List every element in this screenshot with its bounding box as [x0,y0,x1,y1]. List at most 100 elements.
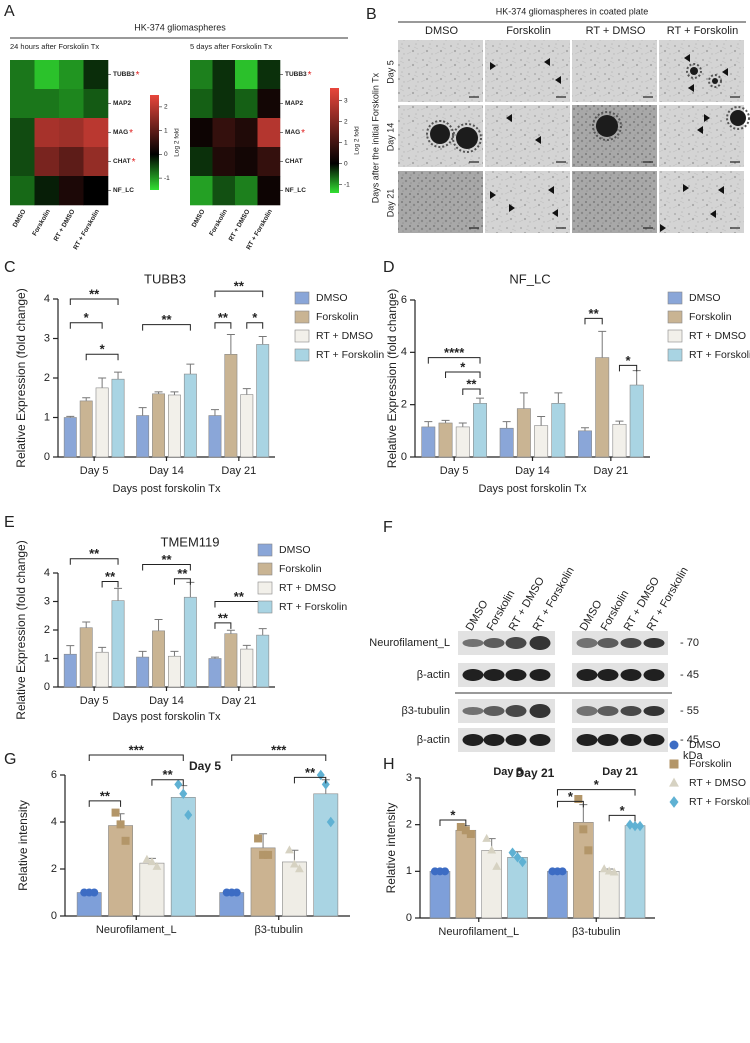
panel-label: C [4,259,16,276]
legend-swatch [257,562,273,576]
legend-swatch [667,348,683,362]
column-label: Forskolin [506,25,551,37]
legend-swatch [294,348,310,362]
significance-label: ** [218,610,229,625]
band [576,706,598,716]
y-tick-label: 3 [406,772,412,784]
significance-label: ** [105,569,116,584]
band [462,669,484,681]
heat-cell [235,89,258,119]
heat-cell [235,147,258,177]
bar [612,423,627,458]
arrowhead [718,186,724,194]
colorbar [330,88,339,193]
bar [240,394,254,458]
band [529,669,551,681]
band [643,734,665,746]
significance-label: ** [234,589,245,604]
colorbar-tick-label: 2 [344,118,348,125]
colorbar-tick-label: -1 [344,181,350,188]
significance-bracket [608,814,636,822]
arrowhead [697,126,703,134]
point [121,836,130,845]
heat-cell [34,176,60,206]
band [643,638,665,648]
bar [95,387,109,458]
heat-cell [190,118,213,148]
heat-cell [59,176,84,206]
heat-cell [190,60,213,90]
error-bar [98,377,107,388]
colorbar-tick-label: 0 [344,160,348,167]
colorbar-tick-label: 1 [344,139,348,146]
x-tick-label: Day 14 [149,465,184,477]
heat-cell [10,89,35,119]
error-bar [170,391,179,395]
bar [282,861,307,917]
band [576,638,598,648]
band [576,734,598,746]
row-label: NF_LC [113,187,134,194]
significance-label: ** [161,552,172,567]
micrograph [485,105,570,167]
legend-label: RT + DMSO [689,330,746,342]
heat-cell [59,118,84,148]
point [179,788,188,799]
significance-bracket [214,322,232,329]
heatmap-title: 24 hours after Forskolin Tx [10,42,99,51]
x-tick-label: Neurofilament_L [438,926,519,938]
point [636,820,645,832]
y-tick-label: 2 [44,372,50,384]
point [631,820,640,832]
band [505,734,527,746]
significance-bracket [246,322,264,329]
bar [624,825,646,919]
point [232,888,241,897]
sphere [596,115,618,137]
y-tick-label: 1 [406,865,412,877]
colorbar-label: Log 2 fold [354,126,361,155]
chart-title: Day 5 [189,759,221,773]
micrograph [485,171,570,233]
significance-label: * [568,789,574,804]
y-axis-label: Relative Expression (fold change) [14,288,28,467]
y-tick-label: 3 [44,595,50,607]
bar [152,630,165,688]
row-label: Day 21 [385,189,395,218]
bar [183,373,197,458]
point [184,809,193,821]
error-bar [519,392,528,409]
sphere [690,67,698,75]
micrograph [485,40,570,102]
micrograph [659,171,744,233]
band [505,637,527,649]
significance-bracket [88,800,122,807]
heat-cell [190,147,213,177]
group-label: Day 5 [493,766,522,778]
point [147,857,157,866]
significance-bracket [69,298,119,305]
bar [507,857,528,919]
heat-cell [34,118,60,148]
bar [499,427,514,458]
x-axis-label: Days post forskolin Tx [112,711,221,723]
significance-label: ** [305,765,316,780]
lane-label: RT + Forskolin [531,565,577,633]
heat-cell [59,89,84,119]
bar [168,655,181,688]
point [508,847,517,858]
heat-cell [34,60,60,90]
point [487,845,497,854]
bar [95,651,109,688]
bar [208,658,222,688]
error-bar [259,833,268,848]
legend-marker [669,777,679,787]
point [321,779,330,790]
heat-cell [235,60,258,90]
sphere-halo [592,111,622,141]
row-mark: * [129,128,133,139]
sphere [456,127,478,149]
significance-bracket [214,622,232,629]
sphere-halo [426,120,454,148]
x-tick-label: Day 21 [221,695,256,707]
